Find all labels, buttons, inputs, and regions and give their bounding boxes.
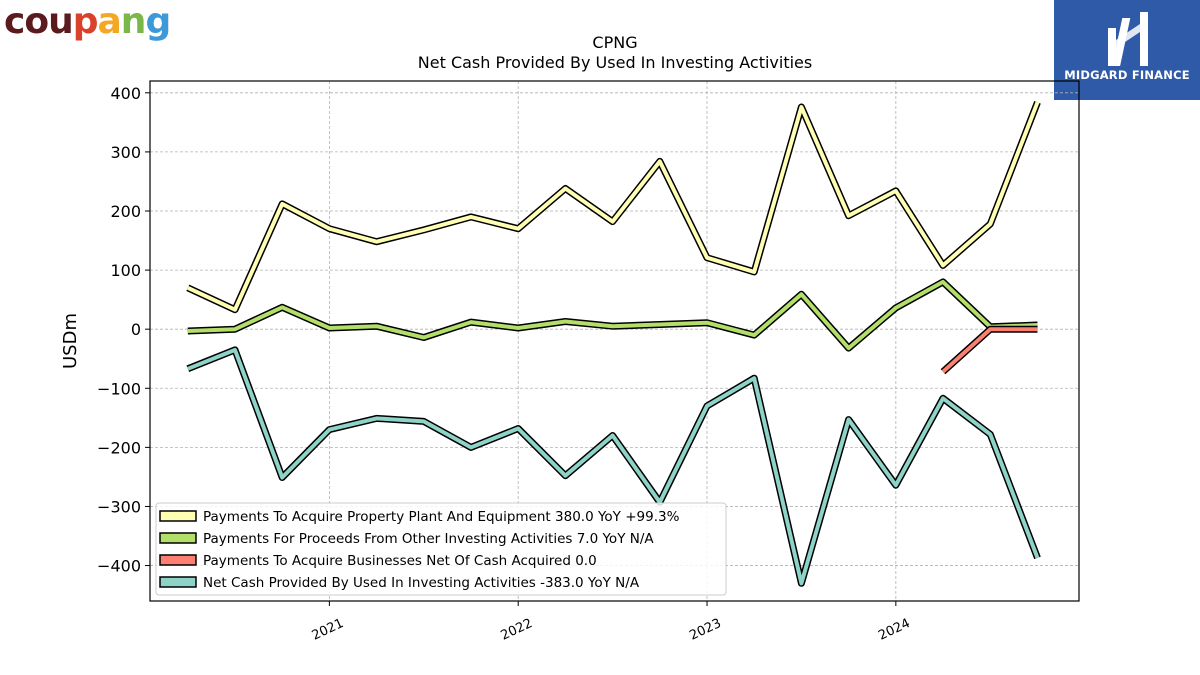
plot-frame xyxy=(149,80,1080,602)
logo-letter: n xyxy=(120,1,147,42)
midgard-finance-badge: MIDGARD FINANCE xyxy=(1054,0,1200,100)
legend-swatch xyxy=(159,554,197,566)
y-tick-label: −200 xyxy=(97,438,141,457)
series-outline xyxy=(186,101,1041,314)
legend: Payments To Acquire Property Plant And E… xyxy=(155,502,727,596)
chart-title: CPNG xyxy=(592,33,637,52)
y-tick-label: −300 xyxy=(97,497,141,516)
x-tick-label: 2023 xyxy=(687,616,723,644)
legend-entry: Payments For Proceeds From Other Investi… xyxy=(203,531,654,547)
legend-entry: Payments To Acquire Businesses Net Of Ca… xyxy=(203,553,597,569)
y-tick-label: 100 xyxy=(110,261,141,280)
legend-box xyxy=(155,502,727,596)
x-tick-label: 2021 xyxy=(310,616,346,644)
x-tick-label: 2024 xyxy=(876,616,912,644)
logo-letter: o xyxy=(24,1,49,42)
y-tick-label: 400 xyxy=(110,84,141,103)
legend-swatch xyxy=(159,576,197,588)
legend-entry: Net Cash Provided By Used In Investing A… xyxy=(203,575,640,591)
y-tick-label: −100 xyxy=(97,379,141,398)
series-outline xyxy=(187,278,1038,352)
legend-swatch xyxy=(159,510,197,522)
series-line xyxy=(186,101,1040,312)
legend-swatch xyxy=(159,532,197,544)
series-outline xyxy=(940,325,1038,375)
y-axis-ticks: 400 300 200 100 0 −100 −200 −300 −400 xyxy=(97,84,150,576)
y-tick-label: 300 xyxy=(110,143,141,162)
grid-lines xyxy=(150,81,1079,601)
y-tick-label: 200 xyxy=(110,202,141,221)
legend-entry: Payments To Acquire Property Plant And E… xyxy=(203,509,680,525)
series-lines xyxy=(186,101,1041,587)
logo-letter: c xyxy=(4,1,25,42)
series-line xyxy=(187,347,1040,586)
logo-letter: p xyxy=(72,1,99,42)
x-axis-ticks: 2021 2022 2023 2024 xyxy=(310,601,913,644)
chart-subtitle: Net Cash Provided By Used In Investing A… xyxy=(418,53,812,72)
coupang-logo: coupang xyxy=(4,0,171,44)
brand-name: MIDGARD FINANCE xyxy=(1064,68,1190,82)
series-line xyxy=(187,279,1038,351)
logo-letter: u xyxy=(48,1,74,42)
y-tick-label: 0 xyxy=(131,320,141,339)
midgard-logo-icon xyxy=(1108,12,1148,66)
y-tick-label: −400 xyxy=(97,557,141,576)
y-axis-label: USDm xyxy=(60,313,81,369)
series-line xyxy=(941,327,1038,374)
logo-letter: g xyxy=(145,1,171,42)
logo-letter: a xyxy=(97,1,122,42)
x-tick-label: 2022 xyxy=(499,616,535,644)
